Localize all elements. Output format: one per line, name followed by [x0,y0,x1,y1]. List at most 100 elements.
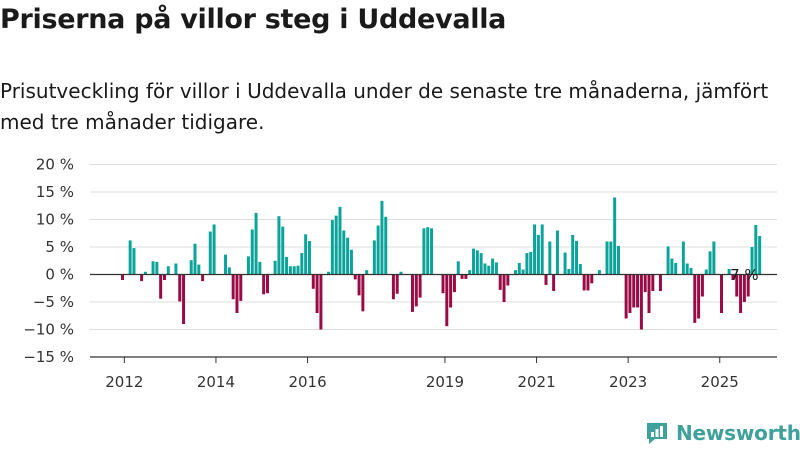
bar [754,225,758,275]
bar [380,200,384,275]
bar [391,274,395,300]
y-axis-tick-labels: −15 % −10 % −5 % 0 % 5 % 10 % 15 % 20 % [23,156,74,367]
x-tick-label: 2016 [288,373,326,391]
bar [563,252,567,275]
bar [456,261,460,275]
bar [578,264,582,275]
bar [552,274,556,291]
bar [166,266,170,275]
y-tick-label: −5 % [33,293,74,311]
bar [384,216,388,275]
bar [693,274,697,323]
annotations: 7 % [730,266,759,284]
bar [513,270,517,275]
bar [395,274,399,294]
bar [498,274,502,290]
x-tick-label: 2021 [517,373,555,391]
bar [254,212,258,275]
bar [700,274,704,297]
bar [685,263,689,275]
bar [548,241,552,275]
x-tick-label: 2012 [105,373,143,391]
bar [689,267,693,275]
bar [281,226,285,275]
brand-footer: Newsworthy [644,420,800,446]
page-title: Priserna på villor steg i Uddevalla [0,4,507,35]
bar [292,266,296,275]
bar [555,230,559,275]
bar [376,225,380,275]
bar [746,274,750,297]
newsworthy-logo-icon [647,423,667,444]
bar [174,263,178,275]
bar [704,269,708,275]
bar [533,224,537,275]
y-tick-label: 5 % [45,238,74,256]
bar [361,274,365,312]
bar [750,247,754,275]
bar [227,267,231,275]
bar [624,274,628,319]
bar [365,270,369,275]
bar [739,274,743,313]
bar [342,230,346,275]
bar [140,274,144,282]
bar [258,261,262,275]
bar [460,274,464,279]
bar [311,274,315,289]
bar [449,274,453,308]
bar [285,256,289,275]
bar [506,274,510,286]
bar [475,250,479,275]
bar [487,265,491,275]
bar [697,274,701,319]
bar [445,274,449,327]
bar [193,243,197,275]
page-subtitle: Prisutveckling för villor i Uddevalla un… [0,79,769,134]
bar [540,224,544,275]
x-axis: 2012 2014 2016 2019 2021 2023 2025 [90,273,777,391]
bar [727,269,731,275]
bar [666,246,670,275]
bar [525,253,529,275]
bar [632,274,636,308]
bar [132,248,136,275]
bar [189,260,193,275]
bar [582,274,586,291]
bar [334,215,338,275]
bar [262,274,266,295]
bar [128,240,132,275]
y-tick-label: 10 % [36,211,74,229]
bar [212,224,216,275]
y-tick-label: −10 % [23,321,74,339]
bar [670,258,674,275]
bar [617,245,620,275]
bar [472,248,475,275]
bar [639,274,643,330]
bar [605,241,609,275]
x-tick-label: 2014 [197,373,235,391]
bar [151,261,155,275]
bar [231,274,235,300]
bar [529,251,533,275]
bar [517,262,521,275]
bar [628,274,632,313]
bar [590,274,594,284]
bar [296,265,300,275]
bar [483,263,487,275]
bar [681,241,685,275]
bar [708,251,712,275]
bar [143,271,147,275]
bar [742,274,746,302]
y-tick-label: 20 % [36,156,74,174]
bar [121,274,125,280]
bar [643,274,647,293]
bar [464,274,468,279]
bar [266,274,269,294]
bar [536,234,540,275]
bar [273,260,277,275]
bar [651,274,655,291]
bar [712,241,716,275]
bar [224,254,228,275]
